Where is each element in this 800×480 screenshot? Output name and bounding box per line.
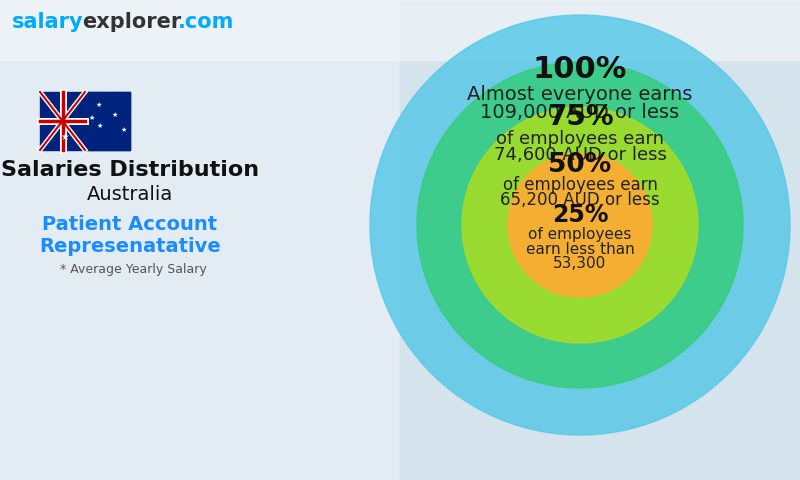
- Text: explorer: explorer: [82, 12, 182, 32]
- Text: 50%: 50%: [548, 152, 612, 178]
- Text: 100%: 100%: [533, 56, 627, 84]
- Bar: [400, 0, 800, 480]
- Text: Australia: Australia: [87, 185, 173, 204]
- Bar: [40, 92, 130, 150]
- Text: 74,600 AUD or less: 74,600 AUD or less: [494, 146, 666, 164]
- Text: ★: ★: [95, 102, 102, 108]
- Text: salary: salary: [12, 12, 84, 32]
- Text: Patient Account: Patient Account: [42, 216, 218, 235]
- Text: ★: ★: [121, 127, 127, 132]
- Circle shape: [417, 62, 743, 388]
- Text: of employees earn: of employees earn: [502, 176, 658, 194]
- Text: 75%: 75%: [546, 103, 614, 131]
- Text: ★: ★: [61, 132, 70, 142]
- Text: Almost everyone earns: Almost everyone earns: [467, 85, 693, 105]
- Text: * Average Yearly Salary: * Average Yearly Salary: [60, 264, 206, 276]
- Text: 109,000 AUD or less: 109,000 AUD or less: [481, 104, 679, 122]
- Text: ★: ★: [88, 115, 94, 121]
- Bar: [0, 0, 400, 480]
- Bar: [85, 92, 130, 150]
- Text: ★: ★: [96, 122, 102, 129]
- Circle shape: [370, 15, 790, 435]
- Text: 53,300: 53,300: [554, 256, 606, 272]
- Text: Represenatative: Represenatative: [39, 237, 221, 255]
- Text: ★: ★: [111, 112, 118, 118]
- Text: earn less than: earn less than: [526, 241, 634, 256]
- Circle shape: [462, 107, 698, 343]
- Text: of employees: of employees: [528, 227, 632, 241]
- Text: 25%: 25%: [552, 203, 608, 227]
- Text: Salaries Distribution: Salaries Distribution: [1, 160, 259, 180]
- Text: 65,200 AUD or less: 65,200 AUD or less: [500, 191, 660, 209]
- Bar: [0, 0, 800, 60]
- Text: .com: .com: [178, 12, 234, 32]
- Circle shape: [508, 153, 652, 297]
- Text: of employees earn: of employees earn: [496, 130, 664, 148]
